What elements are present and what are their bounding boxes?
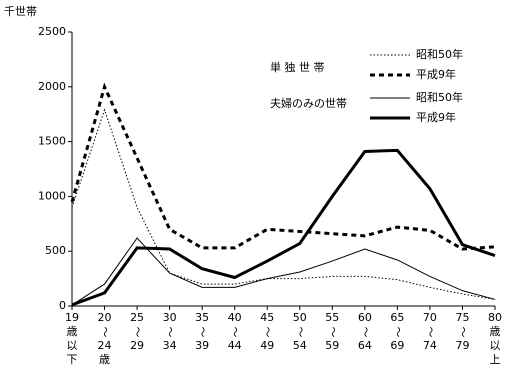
series-line (70, 82, 496, 251)
x-tick-label: 25 (130, 311, 144, 324)
x-tick-label: 55 (325, 311, 339, 324)
series-line (71, 237, 496, 306)
x-tick-label: ～ (359, 327, 372, 338)
x-tick-label: 59 (325, 339, 339, 352)
x-tick-label: 79 (455, 339, 469, 352)
y-unit: 千世帯 (4, 5, 37, 18)
x-tick-label: ～ (164, 327, 177, 338)
x-tick-label: ～ (326, 327, 339, 338)
series-line (71, 148, 496, 307)
x-tick-label: 75 (455, 311, 469, 324)
x-tick-label: ～ (229, 327, 242, 338)
legend-label: 昭和50年 (416, 90, 463, 104)
x-tick-label: 64 (358, 339, 372, 352)
series-line (71, 108, 496, 300)
x-tick-label: 29 (130, 339, 144, 352)
x-tick-label: 上 (490, 353, 501, 366)
x-tick-label: ～ (261, 327, 274, 338)
legend-group-label: 夫婦のみの世帯 (270, 96, 347, 110)
x-tick-label: ～ (391, 327, 404, 338)
x-tick-label: 50 (293, 311, 307, 324)
x-tick-label: 30 (163, 311, 177, 324)
y-tick-label: 500 (45, 244, 66, 257)
y-tick-label: 0 (59, 299, 66, 312)
x-tick-label: 35 (195, 311, 209, 324)
x-tick-label: ～ (294, 327, 307, 338)
x-tick-label: 歳 (99, 353, 110, 366)
x-tick-label: 80 (488, 311, 502, 324)
legend-group-label: 単 独 世 帯 (270, 60, 325, 74)
x-tick-label: ～ (131, 327, 144, 338)
y-tick-label: 1000 (38, 189, 66, 202)
x-tick-label: 40 (228, 311, 242, 324)
x-tick-label: 34 (163, 339, 177, 352)
y-tick-label: 2000 (38, 80, 66, 93)
x-tick-label: 以 (67, 339, 78, 352)
x-tick-label: 70 (423, 311, 437, 324)
legend-label: 平成9年 (416, 110, 456, 124)
x-tick-label: 39 (195, 339, 209, 352)
x-tick-label: 74 (423, 339, 437, 352)
x-tick-label: ～ (196, 327, 209, 338)
x-tick-label: 49 (260, 339, 274, 352)
x-tick-label: 歳 (490, 325, 501, 338)
x-tick-label: 20 (98, 311, 112, 324)
x-tick-label: 54 (293, 339, 307, 352)
x-tick-label: 19 (65, 311, 79, 324)
x-tick-label: ～ (456, 327, 469, 338)
x-tick-label: ～ (424, 327, 437, 338)
x-tick-label: 65 (390, 311, 404, 324)
y-tick-label: 1500 (38, 135, 66, 148)
x-tick-label: 歳 (67, 325, 78, 338)
y-tick-label: 2500 (38, 25, 66, 38)
x-tick-label: ～ (99, 327, 112, 338)
x-tick-label: 60 (358, 311, 372, 324)
x-tick-label: 下 (67, 353, 78, 366)
x-tick-label: 69 (390, 339, 404, 352)
legend-label: 平成9年 (416, 67, 456, 81)
x-tick-label: 44 (228, 339, 242, 352)
x-tick-label: 以 (490, 339, 501, 352)
legend-label: 昭和50年 (416, 47, 463, 61)
x-tick-label: 24 (98, 339, 112, 352)
x-tick-label: 45 (260, 311, 274, 324)
